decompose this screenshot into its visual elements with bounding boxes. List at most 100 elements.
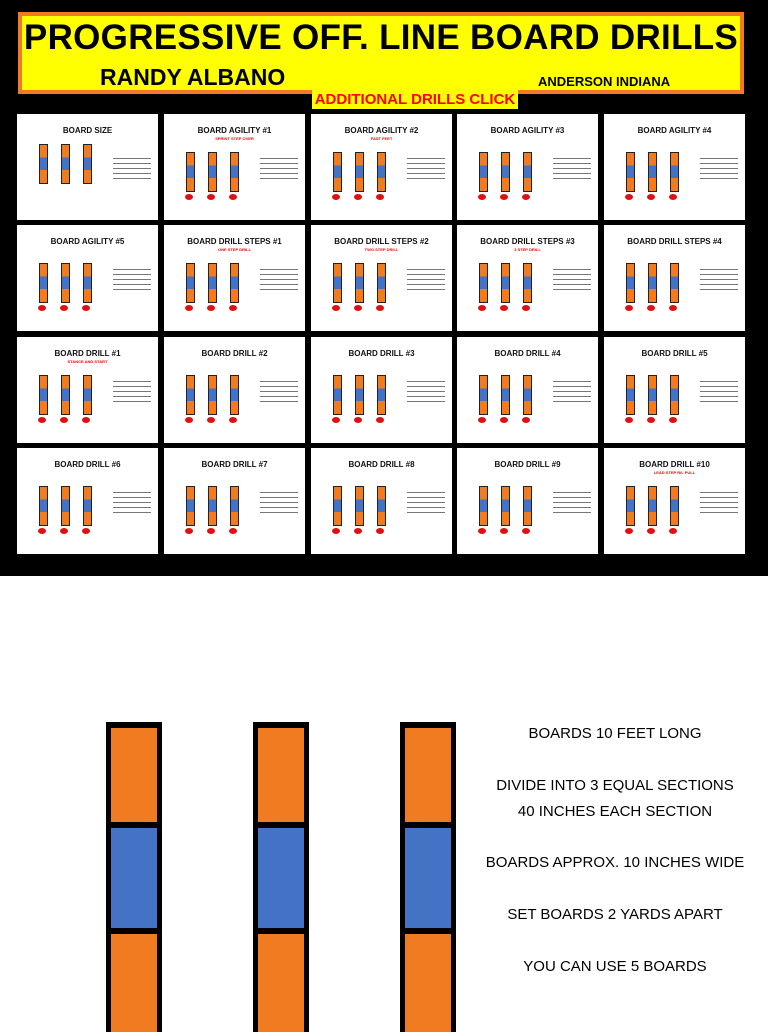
slide-thumbnail[interactable]: BOARD AGILITY #3 bbox=[457, 114, 598, 220]
slide-title: BOARD DRILL #10 bbox=[639, 460, 710, 469]
player-marker bbox=[229, 417, 237, 423]
coaching-points bbox=[553, 269, 591, 294]
slide-thumbnail[interactable]: BOARD DRILL #2 bbox=[164, 337, 305, 443]
board-1-orange-top bbox=[111, 728, 157, 822]
mini-board bbox=[208, 486, 217, 526]
slide-thumbnail[interactable]: BOARD DRILL #9 bbox=[457, 448, 598, 554]
player-marker bbox=[478, 305, 486, 311]
mini-board bbox=[648, 263, 657, 303]
board-2 bbox=[253, 722, 309, 1032]
player-marker bbox=[207, 305, 215, 311]
board-info-length: BOARDS 10 FEET LONG bbox=[528, 725, 702, 742]
slide-thumbnail[interactable]: BOARD DRILL #3 bbox=[311, 337, 452, 443]
slide-subtitle: ONE STEP DRILL bbox=[217, 247, 252, 252]
player-marker bbox=[60, 417, 68, 423]
player-marker bbox=[522, 305, 530, 311]
slide-thumbnail[interactable]: BOARD DRILL STEPS #3 3 STEP DRILL bbox=[457, 225, 598, 331]
player-marker bbox=[669, 194, 677, 200]
board-3-orange-bottom bbox=[405, 934, 451, 1032]
player-marker bbox=[354, 194, 362, 200]
slide-title: BOARD DRILL STEPS #1 bbox=[187, 237, 282, 246]
slide-title: BOARD AGILITY #2 bbox=[344, 126, 419, 135]
mini-board bbox=[377, 486, 386, 526]
author-name: RANDY ALBANO bbox=[100, 64, 286, 90]
slide-subtitle: FAST FEET bbox=[370, 136, 393, 141]
mini-board bbox=[61, 144, 70, 184]
player-marker bbox=[38, 305, 46, 311]
mini-board bbox=[355, 375, 364, 415]
slide-thumbnail[interactable]: BOARD AGILITY #5 bbox=[17, 225, 158, 331]
player-marker bbox=[332, 194, 340, 200]
board-1-blue-middle bbox=[111, 828, 157, 928]
mini-board bbox=[39, 144, 48, 184]
player-marker bbox=[376, 417, 384, 423]
page-title: PROGRESSIVE OFF. LINE BOARD DRILLS bbox=[23, 18, 739, 57]
player-marker bbox=[332, 528, 340, 534]
player-marker bbox=[229, 528, 237, 534]
player-marker bbox=[354, 528, 362, 534]
slide-subtitle: STANCE AND START bbox=[67, 359, 108, 364]
coaching-points bbox=[260, 381, 298, 406]
slide-subtitle: SPRINT STEP OVER bbox=[215, 136, 254, 141]
slide-thumbnail[interactable]: BOARD DRILL #1 STANCE AND START bbox=[17, 337, 158, 443]
slide-title: BOARD DRILL #1 bbox=[54, 349, 121, 358]
mini-board bbox=[501, 263, 510, 303]
player-marker bbox=[478, 528, 486, 534]
board-info-sections: DIVIDE INTO 3 EQUAL SECTIONS bbox=[496, 777, 734, 794]
player-marker bbox=[500, 528, 508, 534]
slide-title: BOARD DRILL #9 bbox=[494, 460, 561, 469]
player-marker bbox=[647, 305, 655, 311]
mini-board bbox=[61, 263, 70, 303]
board-info-count: YOU CAN USE 5 BOARDS bbox=[523, 958, 707, 975]
player-marker bbox=[647, 194, 655, 200]
slide-subtitle: 3 STEP DRILL bbox=[514, 247, 541, 252]
player-marker bbox=[60, 305, 68, 311]
slide-thumbnail[interactable]: BOARD DRILL STEPS #1 ONE STEP DRILL bbox=[164, 225, 305, 331]
slide-thumbnail[interactable]: BOARD DRILL #5 bbox=[604, 337, 745, 443]
slide-thumbnail[interactable]: BOARD DRILL #10 LEAD STEP R/L PULL bbox=[604, 448, 745, 554]
mini-board bbox=[670, 486, 679, 526]
slide-thumbnail[interactable]: BOARD DRILL #7 bbox=[164, 448, 305, 554]
coaching-points bbox=[700, 381, 738, 406]
additional-drills-link[interactable]: ADDITIONAL DRILLS CLICK bbox=[312, 90, 518, 109]
player-marker bbox=[332, 305, 340, 311]
player-marker bbox=[647, 528, 655, 534]
player-marker bbox=[207, 417, 215, 423]
slide-thumbnail[interactable]: BOARD DRILL #4 bbox=[457, 337, 598, 443]
mini-board bbox=[648, 375, 657, 415]
mini-board bbox=[377, 152, 386, 192]
slide-title: BOARD DRILL #7 bbox=[201, 460, 268, 469]
mini-board bbox=[186, 263, 195, 303]
slide-subtitle: TWO STEP DRILL bbox=[364, 247, 399, 252]
board-3 bbox=[400, 722, 456, 1032]
player-marker bbox=[82, 305, 90, 311]
coaching-points bbox=[260, 158, 298, 183]
coaching-points bbox=[700, 269, 738, 294]
slide-thumbnail[interactable]: BOARD AGILITY #1 SPRINT STEP OVER bbox=[164, 114, 305, 220]
board-1-orange-bottom bbox=[111, 934, 157, 1032]
player-marker bbox=[500, 194, 508, 200]
slide-thumbnail[interactable]: BOARD DRILL STEPS #2 TWO STEP DRILL bbox=[311, 225, 452, 331]
player-marker bbox=[354, 417, 362, 423]
mini-board bbox=[626, 263, 635, 303]
slide-thumbnail[interactable]: BOARD DRILL #6 bbox=[17, 448, 158, 554]
mini-board bbox=[61, 375, 70, 415]
coaching-points bbox=[113, 381, 151, 406]
coaching-points bbox=[260, 269, 298, 294]
mini-board bbox=[230, 486, 239, 526]
player-marker bbox=[229, 194, 237, 200]
slide-thumbnail[interactable]: BOARD AGILITY #4 bbox=[604, 114, 745, 220]
mini-board bbox=[626, 375, 635, 415]
mini-board bbox=[208, 375, 217, 415]
slide-thumbnail[interactable]: BOARD SIZE bbox=[17, 114, 158, 220]
board-info-width: BOARDS APPROX. 10 INCHES WIDE bbox=[485, 854, 745, 871]
mini-board bbox=[83, 144, 92, 184]
coaching-points bbox=[407, 269, 445, 294]
mini-board bbox=[39, 263, 48, 303]
board-info-spacing: SET BOARDS 2 YARDS APART bbox=[507, 906, 723, 923]
slide-title: BOARD DRILL STEPS #2 bbox=[334, 237, 429, 246]
slide-thumbnail[interactable]: BOARD DRILL STEPS #4 bbox=[604, 225, 745, 331]
slide-thumbnail[interactable]: BOARD AGILITY #2 FAST FEET bbox=[311, 114, 452, 220]
slide-thumbnail[interactable]: BOARD DRILL #8 bbox=[311, 448, 452, 554]
player-marker bbox=[522, 528, 530, 534]
